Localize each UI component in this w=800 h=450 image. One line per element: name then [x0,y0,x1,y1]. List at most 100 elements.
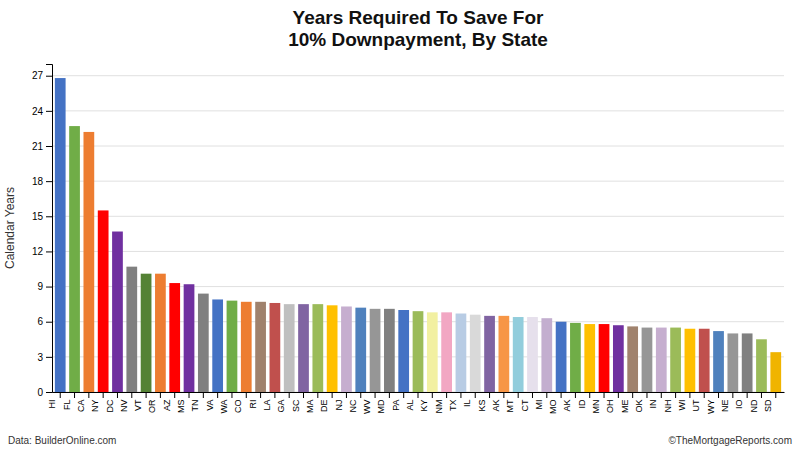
bar [341,306,352,392]
x-tick-label: SD [763,399,773,412]
x-tick-label: SC [291,399,301,412]
x-tick: KS [477,392,490,411]
bar [642,328,653,392]
bar [556,322,567,392]
x-tick-label: WY [706,399,716,414]
bar [570,323,581,392]
x-tick: AK [562,392,575,411]
y-tick: 6 [37,316,52,327]
x-tick: NV [119,392,132,412]
y-tick-label: 15 [32,211,44,222]
y-tick: 15 [32,211,52,222]
bar [613,325,624,392]
y-tick: 12 [32,246,52,257]
x-tick-label: AK [491,399,501,411]
y-tick-mark [46,181,52,182]
x-tick-label: CA [76,399,86,412]
x-tick-label: OK [634,399,644,412]
x-tick-mark [689,392,690,398]
bar [355,308,366,392]
x-tick-mark [618,392,619,398]
bar [198,294,209,392]
x-tick: CT [520,392,533,411]
x-tick-label: TX [448,399,458,411]
x-tick: MD [376,392,389,413]
x-tick-label: MO [548,399,558,414]
x-tick-mark [532,392,533,398]
x-tick: AZ [162,392,175,411]
x-tick-label: CO [233,399,243,413]
x-tick-label: MN [591,399,601,413]
bar [427,312,438,392]
bar [498,316,509,392]
x-tick: WA [219,392,232,414]
x-tick-label: WI [677,399,687,410]
x-tick-label: MT [505,399,515,412]
x-tick-mark [589,392,590,398]
x-tick-mark [203,392,204,398]
x-tick-label: MI [534,399,544,409]
x-tick-mark [289,392,290,398]
x-tick: NE [720,392,733,412]
x-tick: WY [706,392,719,414]
x-tick: IO [734,392,747,409]
x-tick-label: OR [147,399,157,413]
x-tick-mark [661,392,662,398]
x-tick-mark [646,392,647,398]
x-tick: TN [190,392,203,411]
bar [384,309,395,392]
bar [599,324,610,392]
x-tick: CA [76,392,89,412]
x-tick-mark [460,392,461,398]
x-tick: NC [348,392,361,412]
y-tick-label: 12 [32,246,44,257]
x-tick: HI [47,392,60,408]
x-tick-label: WV [362,399,372,414]
x-tick-label: NM [434,399,444,413]
y-tick-mark [46,287,52,288]
x-tick: MN [591,392,604,413]
x-tick-label: NV [119,399,129,412]
x-tick-label: MA [305,399,315,413]
bar [670,328,681,392]
y-tick-mark [46,357,52,358]
x-tick-mark [117,392,118,398]
x-tick: ND [749,392,762,412]
x-tick: OK [634,392,647,412]
x-tick-mark [575,392,576,398]
x-tick-mark [74,392,75,398]
x-tick-label: FL [62,399,72,410]
x-tick: MS [176,392,189,413]
bar [770,352,781,392]
x-tick: VA [205,392,218,411]
x-tick: NJ [333,392,346,410]
grid-line [52,146,784,147]
x-tick-mark [632,392,633,398]
x-tick: AL [405,392,418,410]
x-tick-label: NH [663,399,673,412]
x-tick-mark [88,392,89,398]
x-tick: WI [677,392,690,410]
bar [398,310,409,392]
x-tick-label: HI [47,399,57,408]
x-tick-label: MS [176,399,186,413]
bar [727,333,738,392]
grid-line [52,251,784,252]
bar [83,132,94,392]
x-tick-mark [446,392,447,398]
y-tick-mark [46,322,52,323]
x-tick-mark [131,392,132,398]
x-tick: SD [763,392,776,412]
bar [327,305,338,392]
grid-line [52,216,784,217]
bar [212,299,223,392]
x-tick: DE [319,392,332,412]
bar [541,318,552,392]
x-tick-label: VT [133,399,143,411]
y-tick: 21 [32,141,52,152]
x-tick-mark [546,392,547,398]
x-tick-mark [146,392,147,398]
x-tick-label: KY [419,399,429,411]
chart: 0369121518212427HIFLCANYDCNVVTORAZMSTNVA… [0,0,800,450]
x-tick-label: PA [391,399,401,410]
